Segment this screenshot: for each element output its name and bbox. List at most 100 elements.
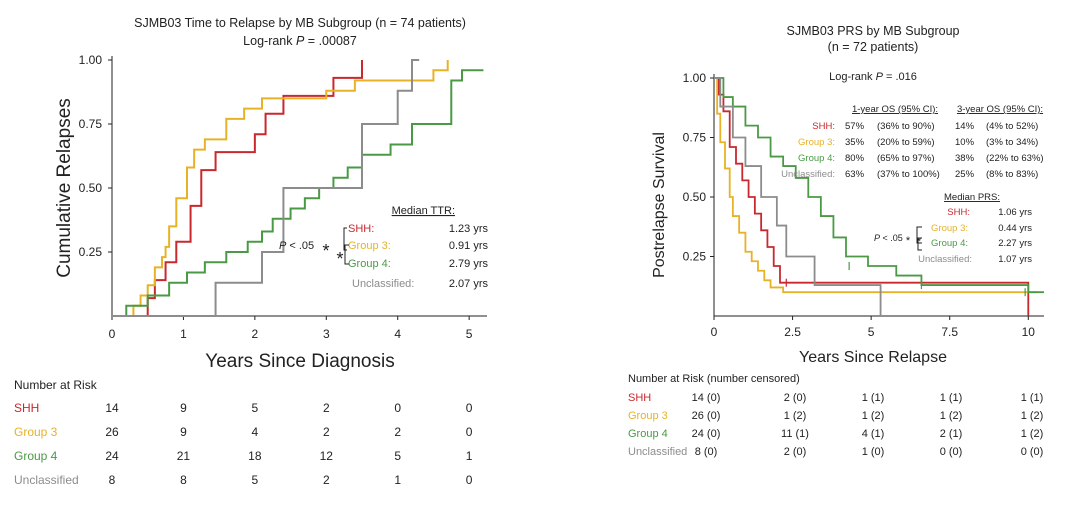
left-risk-cell: 9 bbox=[180, 401, 187, 415]
right-median-value-unclassified: 1.07 yrs bbox=[998, 254, 1032, 265]
left-risk-cell: 1 bbox=[466, 449, 473, 463]
right-risk-row-name-unclassified: Unclassified bbox=[628, 446, 687, 458]
left-risk-cell: 5 bbox=[252, 401, 259, 415]
left-risk-cell: 0 bbox=[466, 401, 473, 415]
left-risk-cell: 2 bbox=[323, 425, 330, 439]
right-median-star-1: * bbox=[906, 235, 911, 247]
left-y-tick-label: 0.25 bbox=[79, 245, 103, 259]
left-y-tick-label: 0.50 bbox=[79, 181, 103, 195]
left-risk-cell: 8 bbox=[180, 473, 187, 487]
right-os-1yr: 63% bbox=[845, 169, 865, 180]
right-x-tick-label: 0 bbox=[711, 325, 718, 339]
right-y-tick-label: 1.00 bbox=[683, 71, 707, 85]
right-os-3yr: 14% bbox=[955, 121, 975, 132]
left-risk-cell: 0 bbox=[466, 473, 473, 487]
right-median-value-group-3: 0.44 yrs bbox=[998, 223, 1032, 234]
left-risk-cell: 9 bbox=[180, 425, 187, 439]
left-risk-row-name-shh: SHH bbox=[14, 401, 39, 415]
right-os-3yr-ci: (8% to 83%) bbox=[986, 169, 1038, 180]
right-os-1yr-ci: (36% to 90%) bbox=[877, 121, 935, 132]
left-legend-value-group-3: 0.91 yrs bbox=[449, 240, 489, 252]
left-risk-row-name-group-3: Group 3 bbox=[14, 425, 58, 439]
right-median-p-value: P < .05 bbox=[874, 233, 903, 243]
left-risk-cell: 0 bbox=[466, 425, 473, 439]
right-risk-cell: 1 (0) bbox=[862, 446, 885, 458]
right-risk-cell: 11 (1) bbox=[781, 428, 809, 440]
left-legend-name-group-3: Group 3: bbox=[348, 240, 391, 252]
right-risk-cell: 0 (0) bbox=[940, 446, 963, 458]
left-legend-name-group-4: Group 4: bbox=[348, 258, 391, 270]
left-y-axis-label: Cumulative Relapses bbox=[54, 98, 75, 278]
right-risk-cell: 1 (2) bbox=[784, 410, 807, 422]
left-risk-cell: 2 bbox=[323, 473, 330, 487]
right-risk-row-name-shh: SHH bbox=[628, 392, 651, 404]
right-risk-row-name-group-3: Group 3 bbox=[628, 410, 668, 422]
right-median-value-group-4: 2.27 yrs bbox=[998, 238, 1032, 249]
left-chart-subtitle: Log-rank P = .00087 bbox=[243, 34, 357, 48]
left-y-tick-label: 0.75 bbox=[79, 117, 103, 131]
left-risk-row-name-group-4: Group 4 bbox=[14, 449, 58, 463]
right-median-star-2: * bbox=[917, 236, 922, 248]
left-risk-cell: 1 bbox=[394, 473, 401, 487]
right-median-name-unclassified: Unclassified: bbox=[918, 254, 972, 265]
left-x-tick-label: 2 bbox=[252, 327, 259, 341]
right-risk-cell: 0 (0) bbox=[1021, 446, 1044, 458]
left-legend-p-value-part-1: < .05 bbox=[286, 240, 314, 252]
left-legend-value-shh: 1.23 yrs bbox=[449, 223, 489, 235]
left-risk-cell: 8 bbox=[109, 473, 116, 487]
right-median-name-shh: SHH: bbox=[947, 207, 970, 218]
right-y-tick-label: 0.25 bbox=[683, 250, 707, 264]
right-median-name-group-3: Group 3: bbox=[931, 223, 968, 234]
left-x-tick-label: 3 bbox=[323, 327, 330, 341]
left-chart-subtitle-part-2: = .00087 bbox=[304, 34, 357, 48]
right-logrank-part-1: P bbox=[876, 71, 884, 83]
right-risk-cell: 1 (1) bbox=[1021, 392, 1044, 404]
right-y-axis-label: Postrelapse Survival bbox=[651, 132, 668, 278]
left-legend-p-value: P < .05 bbox=[279, 240, 314, 252]
left-chart-subtitle-part-1: P bbox=[296, 34, 305, 48]
right-os-3yr-ci: (22% to 63%) bbox=[986, 153, 1044, 164]
left-risk-cell: 24 bbox=[105, 449, 119, 463]
right-risk-cell: 1 (2) bbox=[1021, 428, 1044, 440]
left-legend-p-value-part-0: P bbox=[279, 240, 287, 252]
left-x-axis-label: Years Since Diagnosis bbox=[205, 351, 394, 372]
left-risk-cell: 4 bbox=[252, 425, 259, 439]
right-x-tick-label: 10 bbox=[1022, 325, 1036, 339]
left-series-group-4 bbox=[112, 69, 484, 317]
right-os-3yr-ci: (3% to 34%) bbox=[986, 137, 1038, 148]
right-risk-cell: 26 (0) bbox=[692, 410, 721, 422]
left-risk-cell: 26 bbox=[105, 425, 119, 439]
right-risk-cell: 4 (1) bbox=[862, 428, 885, 440]
left-legend-value-unclassified: 2.07 yrs bbox=[449, 278, 489, 290]
right-os-name-unclassified: Unclassified: bbox=[781, 169, 835, 180]
left-risk-cell: 2 bbox=[323, 401, 330, 415]
left-x-tick-label: 5 bbox=[466, 327, 473, 341]
right-os-name-group-4: Group 4: bbox=[798, 153, 835, 164]
left-legend-name-unclassified: Unclassified: bbox=[352, 278, 414, 290]
right-median-title: Median PRS: bbox=[944, 192, 1000, 203]
right-risk-row-name-group-4: Group 4 bbox=[628, 428, 668, 440]
right-risk-cell: 8 (0) bbox=[695, 446, 718, 458]
right-risk-cell: 2 (1) bbox=[940, 428, 963, 440]
right-os-name-shh: SHH: bbox=[812, 121, 835, 132]
right-chart-subtitle: (n = 72 patients) bbox=[828, 40, 919, 54]
left-risk-cell: 21 bbox=[177, 449, 191, 463]
right-os-1yr-ci: (65% to 97%) bbox=[877, 153, 935, 164]
right-risk-cell: 1 (2) bbox=[1021, 410, 1044, 422]
right-os-col1-header: 1-year OS (95% CI): bbox=[852, 104, 938, 115]
right-os-3yr-ci: (4% to 52%) bbox=[986, 121, 1038, 132]
left-x-tick-label: 0 bbox=[109, 327, 116, 341]
right-os-1yr-ci: (20% to 59%) bbox=[877, 137, 935, 148]
right-os-col2-header: 3-year OS (95% CI): bbox=[957, 104, 1043, 115]
right-median-bracket-1 bbox=[916, 226, 922, 244]
right-os-name-group-3: Group 3: bbox=[798, 137, 835, 148]
left-chart-subtitle-part-0: Log-rank bbox=[243, 34, 296, 48]
left-risk-cell: 0 bbox=[394, 401, 401, 415]
right-logrank: Log-rank P = .016 bbox=[829, 71, 917, 83]
right-os-3yr: 10% bbox=[955, 137, 975, 148]
right-median-value-shh: 1.06 yrs bbox=[998, 207, 1032, 218]
right-os-1yr: 35% bbox=[845, 137, 865, 148]
right-median-name-group-4: Group 4: bbox=[931, 238, 968, 249]
right-y-tick-label: 0.75 bbox=[683, 131, 707, 145]
